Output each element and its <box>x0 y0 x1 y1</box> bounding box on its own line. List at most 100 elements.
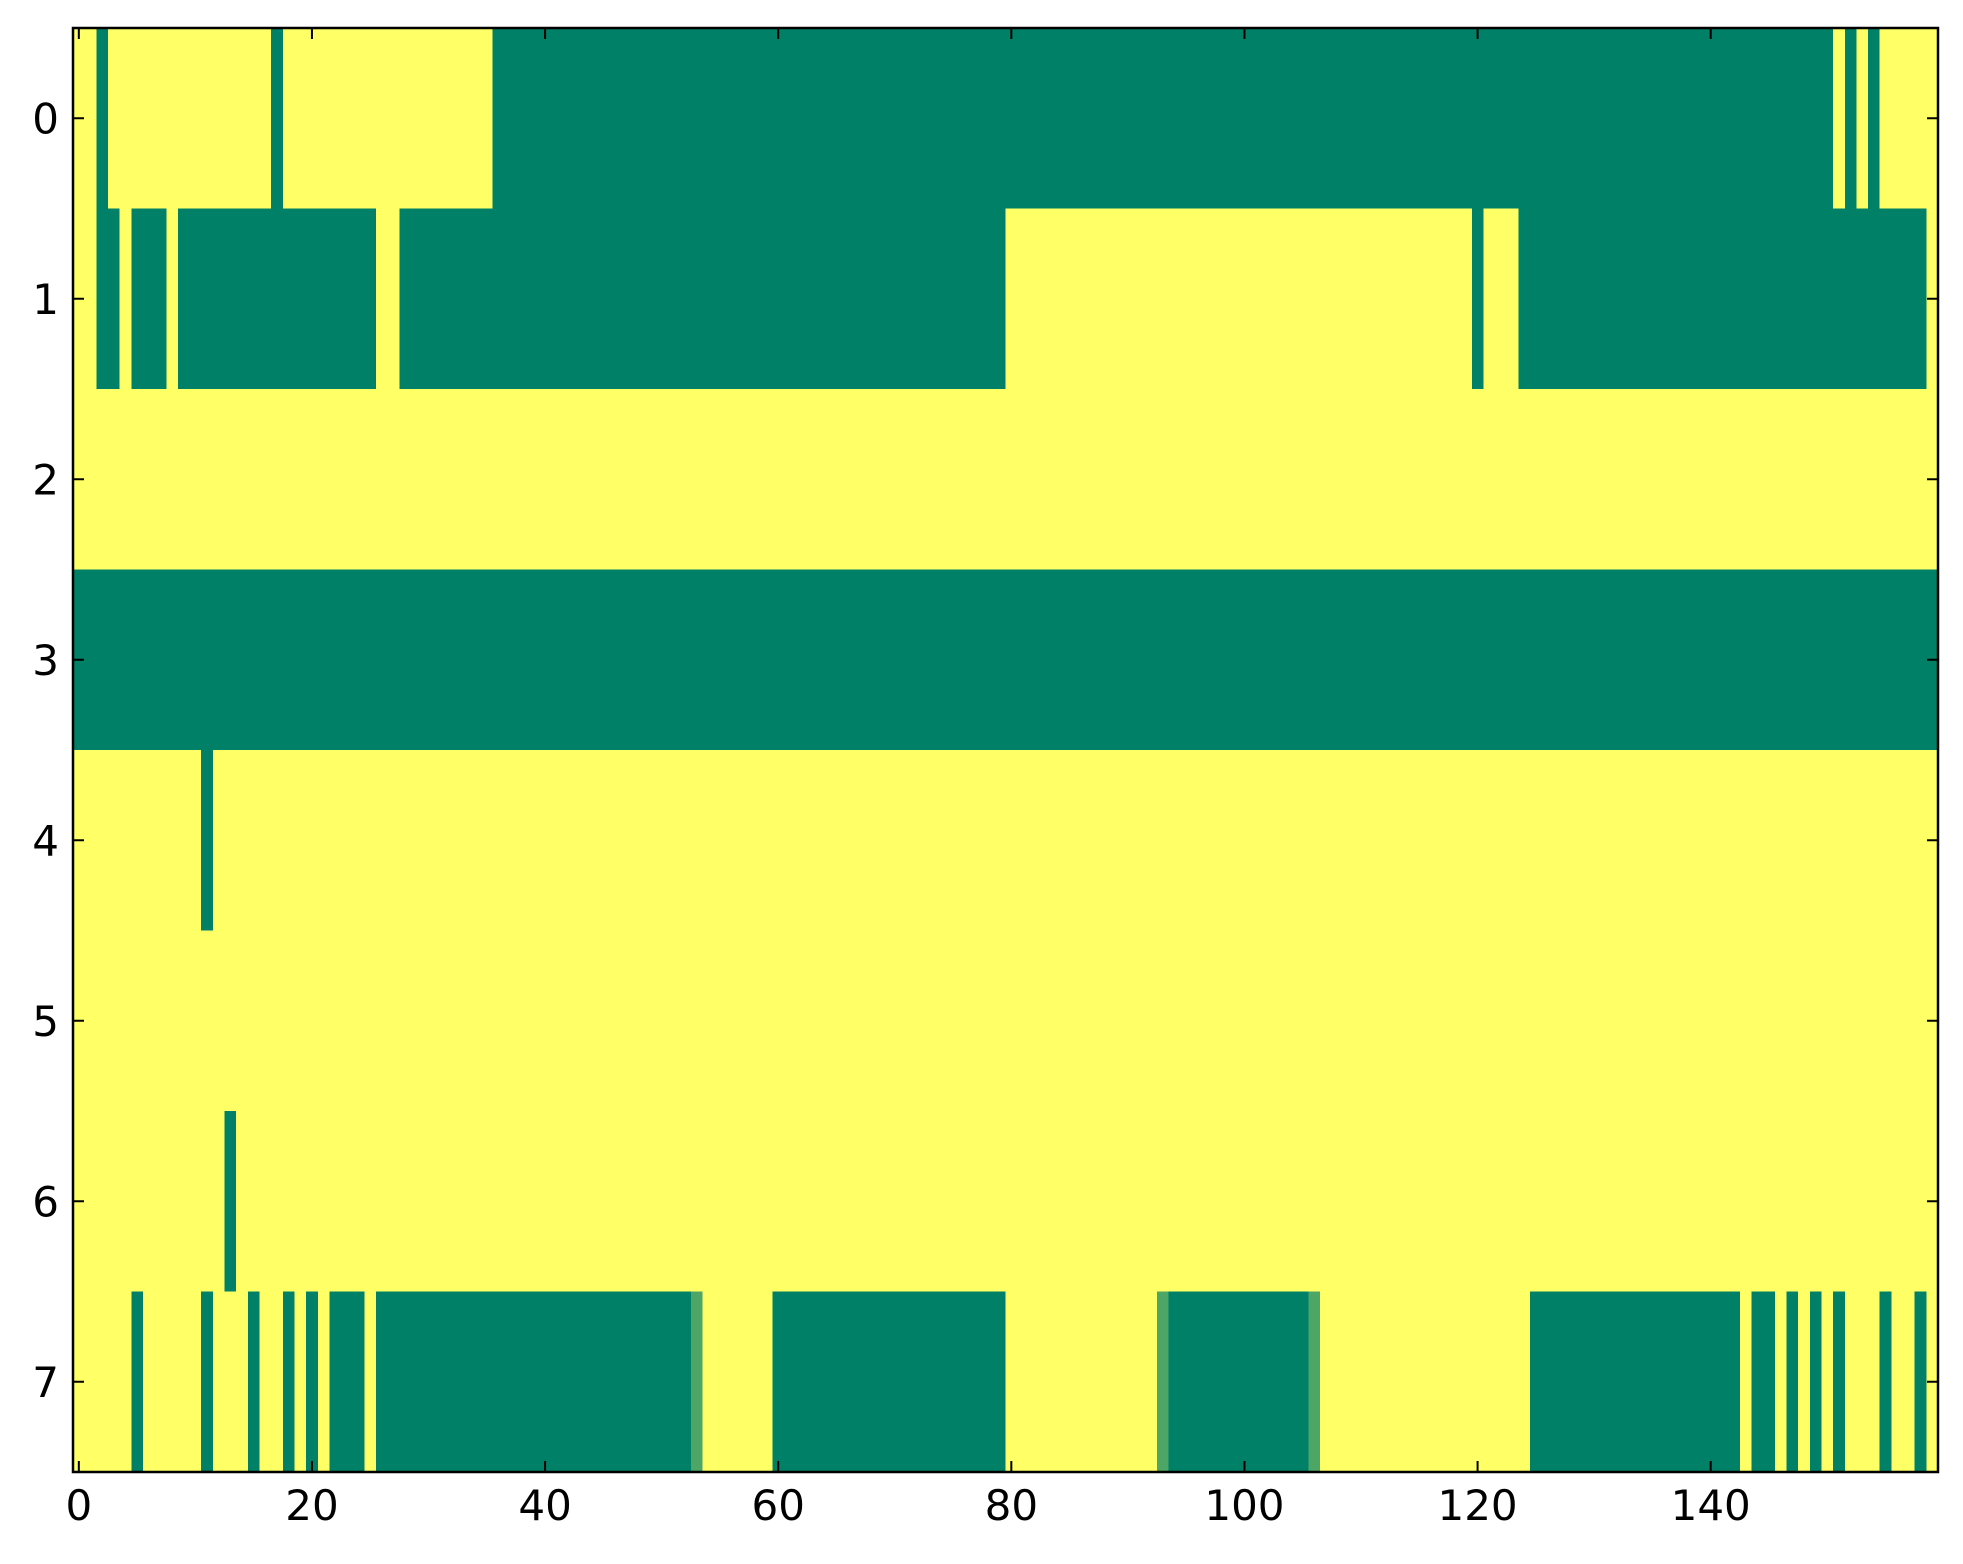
heatmap-cell <box>1401 28 1415 210</box>
heatmap-cell <box>1017 1111 1030 1293</box>
heatmap-cell <box>1343 1111 1356 1293</box>
heatmap-cell <box>585 208 599 390</box>
heatmap-cell <box>1868 28 1881 210</box>
heatmap-cell <box>1238 389 1251 571</box>
heatmap-cell <box>585 1111 599 1293</box>
heatmap-cell <box>1599 28 1613 210</box>
heatmap-cell <box>84 389 97 571</box>
heatmap-cell <box>201 1111 214 1293</box>
heatmap-cell <box>1460 930 1473 1112</box>
heatmap-cell <box>1844 28 1858 210</box>
heatmap-cell <box>1413 1291 1426 1473</box>
heatmap-cell <box>1157 569 1170 751</box>
heatmap-cell <box>1098 389 1112 571</box>
heatmap-cell <box>993 28 1007 210</box>
heatmap-cell <box>504 1291 517 1473</box>
heatmap-cell <box>807 930 820 1112</box>
heatmap-cell <box>912 750 925 932</box>
heatmap-cell <box>294 1111 307 1293</box>
heatmap-cell <box>201 569 214 751</box>
heatmap-cell <box>271 208 284 390</box>
heatmap-cell <box>655 1291 669 1473</box>
heatmap-cell <box>1588 750 1601 932</box>
heatmap-cell <box>644 28 657 210</box>
heatmap-cell <box>387 389 400 571</box>
heatmap-cell <box>1331 750 1345 932</box>
heatmap-cell <box>737 750 750 932</box>
heatmap-cell <box>96 1291 109 1473</box>
heatmap-cell <box>1413 1111 1426 1293</box>
heatmap-cell <box>1308 750 1321 932</box>
heatmap-cell <box>1063 208 1077 390</box>
heatmap-cell <box>1623 1291 1636 1473</box>
heatmap-cell <box>189 1111 202 1293</box>
heatmap-cell <box>1075 208 1088 390</box>
heatmap-cell <box>1180 1111 1193 1293</box>
heatmap-cell <box>853 1291 867 1473</box>
heatmap-cell <box>1599 208 1613 390</box>
heatmap-cell <box>935 569 948 751</box>
heatmap-cell <box>725 569 739 751</box>
heatmap-cell <box>1623 930 1636 1112</box>
heatmap-cell <box>154 930 167 1112</box>
heatmap-cell <box>1518 28 1531 210</box>
heatmap-cell <box>1844 930 1858 1112</box>
heatmap-cell <box>1681 389 1694 571</box>
heatmap-cell <box>1098 930 1112 1112</box>
heatmap-cell <box>1658 569 1671 751</box>
heatmap-cell <box>1331 208 1345 390</box>
heatmap-cell <box>900 389 913 571</box>
heatmap-cell <box>515 1111 529 1293</box>
heatmap-cell <box>1565 1291 1578 1473</box>
heatmap-cell <box>853 750 867 932</box>
heatmap-cell <box>1716 208 1729 390</box>
heatmap-cell <box>1063 750 1077 932</box>
heatmap-cell <box>1658 389 1671 571</box>
heatmap-cell <box>1553 208 1566 390</box>
heatmap-cell <box>1506 1111 1519 1293</box>
heatmap-cell <box>749 28 762 210</box>
heatmap-cell <box>1553 28 1566 210</box>
heatmap-cell <box>364 569 377 751</box>
heatmap-cell <box>1017 569 1030 751</box>
heatmap-cell <box>1541 1291 1554 1473</box>
heatmap-cell <box>655 569 669 751</box>
heatmap-cell <box>1320 750 1333 932</box>
heatmap-cell <box>819 389 832 571</box>
heatmap-cell <box>341 28 354 210</box>
heatmap-cell <box>982 1291 995 1473</box>
heatmap-cell <box>1856 569 1869 751</box>
heatmap-cell <box>1320 389 1333 571</box>
heatmap-cell <box>119 1111 132 1293</box>
heatmap-cell <box>1052 389 1065 571</box>
heatmap-cell <box>247 1291 261 1473</box>
heatmap-cell <box>982 930 995 1112</box>
heatmap-cell <box>585 389 599 571</box>
heatmap-cell <box>865 750 878 932</box>
heatmap-cell <box>317 1111 331 1293</box>
heatmap-cell <box>411 1291 424 1473</box>
heatmap-cell <box>888 208 902 390</box>
heatmap-cell <box>1471 1291 1485 1473</box>
heatmap-cell <box>1471 208 1485 390</box>
heatmap-cell <box>1425 930 1438 1112</box>
heatmap-cell <box>702 930 715 1112</box>
heatmap-cell <box>795 208 808 390</box>
heatmap-cell <box>1098 28 1112 210</box>
heatmap-cell <box>1495 1291 1508 1473</box>
heatmap-cell <box>1296 569 1310 751</box>
heatmap-cell <box>1856 750 1869 932</box>
heatmap-cell <box>1087 750 1100 932</box>
heatmap-cell <box>1541 389 1554 571</box>
heatmap-cell <box>166 930 179 1112</box>
heatmap-cell <box>1786 750 1799 932</box>
heatmap-cell <box>1728 28 1741 210</box>
heatmap-cell <box>1203 750 1216 932</box>
heatmap-cell <box>1821 1291 1834 1473</box>
heatmap-cell <box>504 750 517 932</box>
heatmap-cell <box>1541 750 1554 932</box>
heatmap-cell <box>1798 389 1811 571</box>
heatmap-cell <box>469 750 482 932</box>
heatmap-cell <box>1098 208 1112 390</box>
heatmap-cell <box>457 930 470 1112</box>
